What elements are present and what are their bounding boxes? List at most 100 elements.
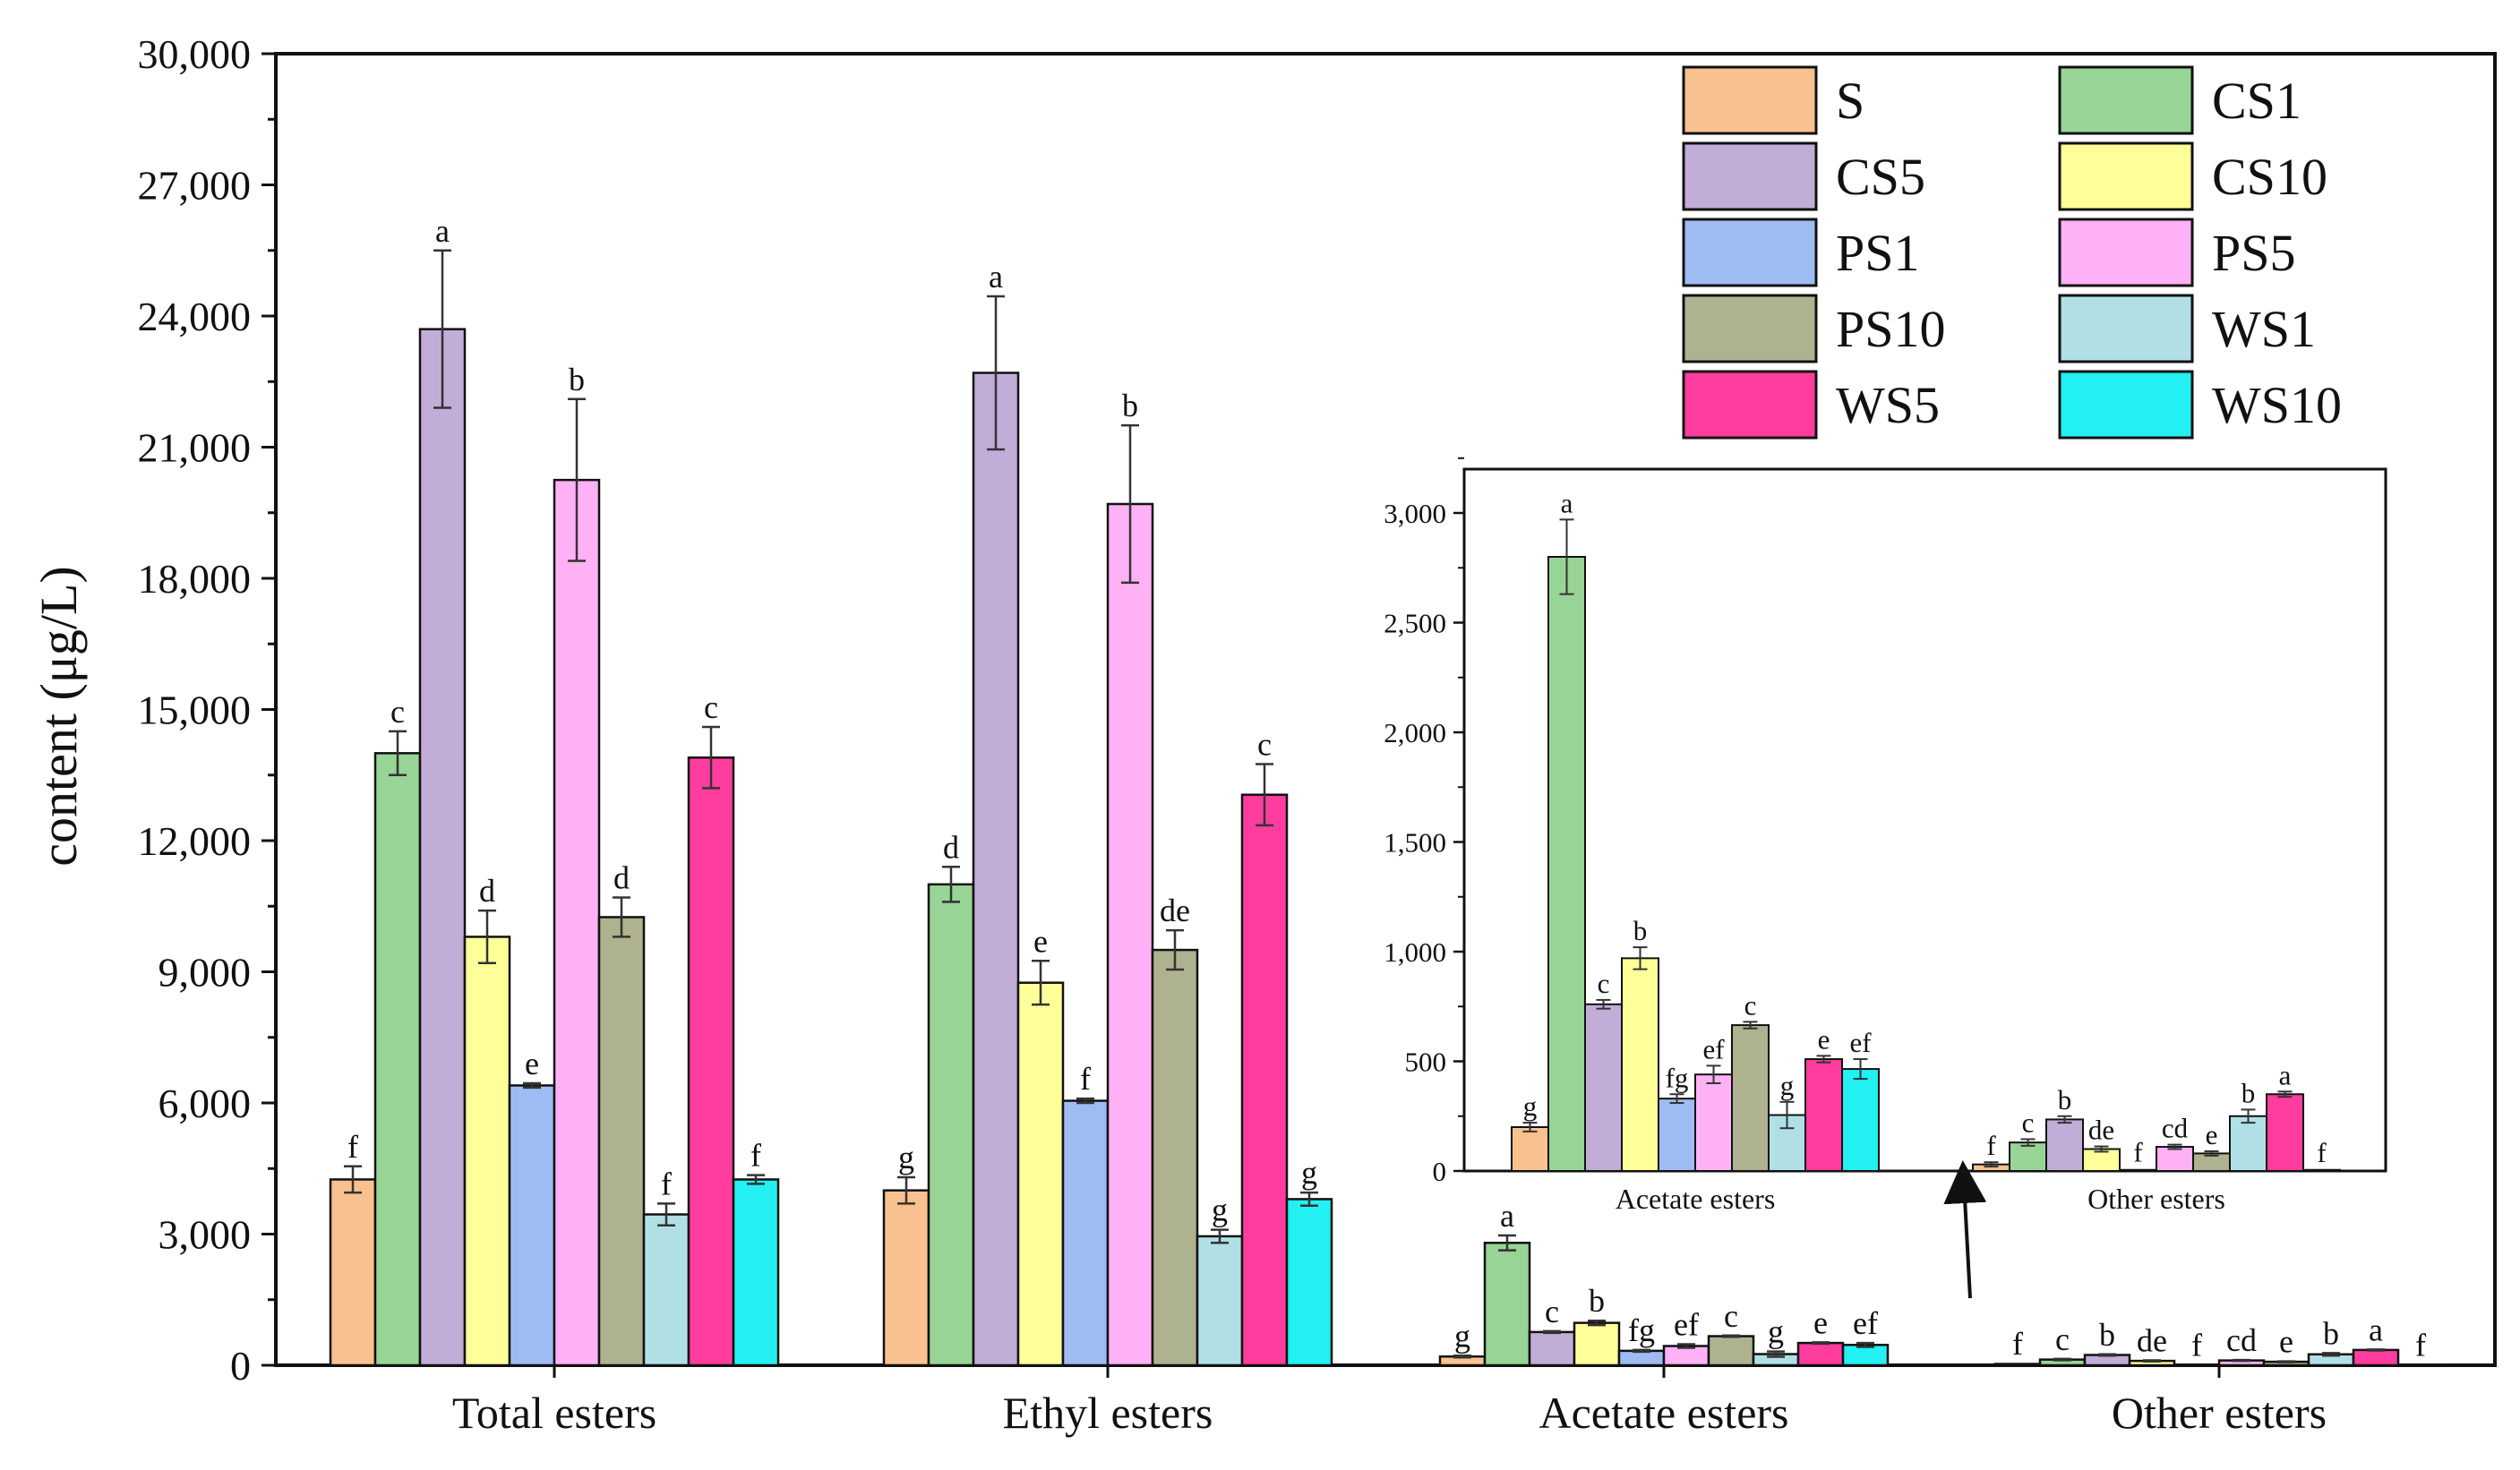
inset-y-tick-label: 1,500 [1384,827,1446,859]
significance-letter: f [1080,1061,1091,1097]
significance-letter: f [2415,1328,2426,1363]
inset-significance-letter: g [1780,1070,1795,1101]
y-tick-label: 18,000 [138,556,252,602]
inset-significance-letter: e [2206,1119,2218,1150]
y-tick-label: 27,000 [138,163,252,209]
significance-letter: f [2012,1326,2023,1362]
bar [418,328,467,1367]
significance-letter: c [390,694,405,730]
inset-significance-letter: b [1633,915,1648,946]
significance-letter: g [1212,1192,1228,1228]
significance-letter: e [2279,1324,2293,1360]
y-tick-label: 9,000 [159,950,252,996]
bar [1993,1363,2042,1367]
legend-swatch [2058,294,2194,363]
inset-significance-letter: cd [2162,1113,2189,1144]
bar [2396,1363,2445,1368]
inset-bar [2045,1118,2084,1173]
significance-letter: a [1500,1198,1514,1234]
inset-x-tick-label: Other esters [2087,1183,2225,1215]
bar [508,1084,556,1367]
legend-label: S [1836,72,1864,130]
legend-swatch [1682,218,1818,287]
bar [1285,1198,1333,1367]
legend-swatch [1682,141,1818,211]
bar [1196,1235,1244,1367]
bar [1707,1335,1755,1367]
significance-letter: e [1033,923,1048,959]
x-tick-label: Acetate esters [1539,1388,1788,1438]
inset-bar [1511,1126,1549,1172]
inset-bar [1694,1073,1733,1172]
y-tick-label: 12,000 [138,818,252,864]
x-tick-label: Ethyl esters [1003,1388,1213,1438]
significance-letter: b [2323,1315,2339,1351]
bar [329,1178,377,1367]
bar [882,1189,930,1367]
bar [927,883,975,1367]
y-axis-label: content (μg/L) [30,566,88,866]
inset-significance-letter: f [2317,1137,2327,1168]
significance-letter: f [750,1138,761,1174]
inset-significance-letter: ef [1702,1033,1725,1064]
y-tick-label: 24,000 [138,294,252,339]
inset-significance-letter: c [2022,1107,2035,1138]
significance-letter: d [943,829,959,865]
inset-significance-letter: ef [1849,1027,1872,1058]
significance-letter: c [1257,727,1272,763]
bar [972,372,1020,1367]
inset-bar [1621,957,1659,1172]
legend-swatch [2058,65,2194,135]
significance-letter: cd [2226,1322,2257,1358]
inset-significance-letter: b [2241,1077,2256,1108]
significance-letter: b [569,362,585,397]
legend-label: WS10 [2212,376,2342,434]
bar [1016,981,1065,1367]
significance-letter: e [1813,1304,1828,1340]
inset-bar [2302,1168,2341,1173]
significance-letter: d [479,873,495,909]
y-tick-label: 30,000 [138,31,252,77]
bar [1061,1099,1110,1367]
inset-bar [1584,1003,1623,1173]
significance-letter: a [435,213,450,249]
bar [1528,1330,1576,1367]
significance-letter: f [2191,1328,2202,1363]
inset-arrow [1943,1160,1987,1299]
legend-label: PS1 [1836,224,1920,282]
legend-label: WS5 [1836,376,1940,434]
bar [597,916,646,1367]
significance-letter: f [661,1166,672,1201]
significance-letter: e [525,1046,539,1081]
inset-significance-letter: e [1818,1023,1830,1055]
significance-letter: a [989,259,1003,295]
significance-letter: ef [1674,1307,1699,1343]
bar [1662,1345,1710,1367]
bar [373,752,422,1367]
bar [553,478,601,1367]
significance-letter: g [1768,1314,1784,1350]
inset-bar [2119,1168,2157,1173]
inset-bar [1804,1058,1843,1173]
bar [2173,1363,2221,1368]
inset-bar [1658,1098,1696,1173]
inset-significance-letter: c [1744,989,1757,1021]
legend-swatch [1682,65,1818,135]
inset-significance-letter: g [1523,1090,1538,1122]
inset-bar [2229,1115,2267,1172]
inset-y-tick-label: 0 [1433,1156,1447,1187]
bar [1573,1321,1621,1367]
significance-letter: g [898,1140,914,1175]
y-tick-label: 3,000 [159,1212,252,1258]
legend-label: PS5 [2212,224,2296,282]
significance-letter: f [347,1129,358,1165]
legend-swatch [1682,370,1818,440]
inset-x-tick-label: Acetate esters [1616,1183,1776,1215]
bar [463,936,511,1367]
significance-letter: b [1122,388,1138,423]
significance-letter: d [613,859,630,895]
inset-bar [2009,1141,2047,1173]
significance-letter: a [2369,1312,2383,1347]
significance-letter: ef [1853,1305,1878,1341]
bar [1617,1349,1666,1367]
